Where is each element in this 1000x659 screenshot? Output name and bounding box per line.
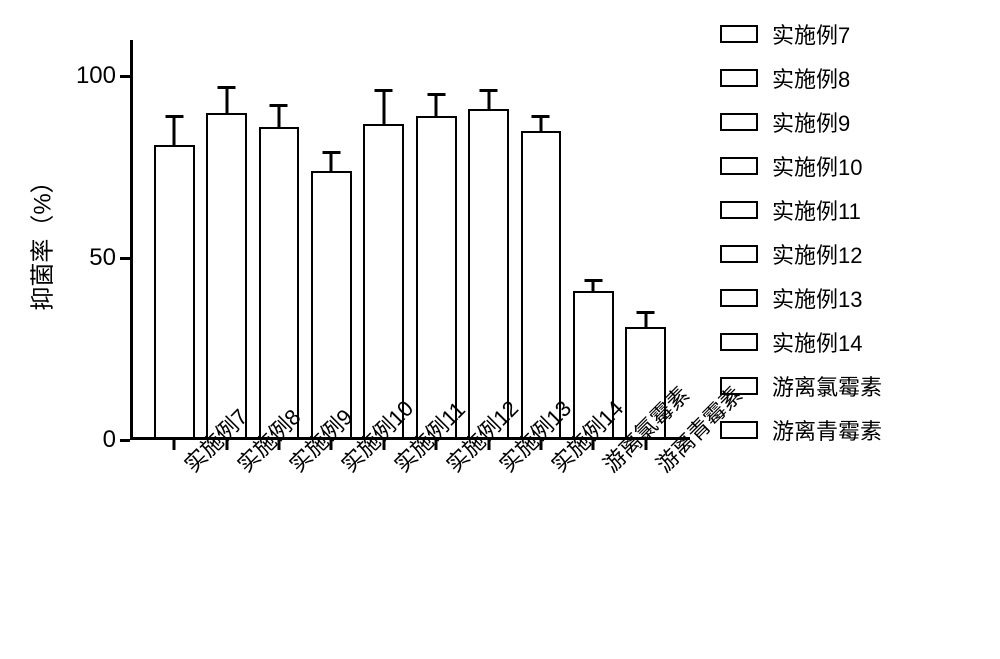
error-cap [637, 311, 655, 314]
error-cap [584, 279, 602, 282]
bar [468, 109, 509, 440]
legend-label: 实施例12 [772, 238, 862, 270]
error-cap [480, 89, 498, 92]
legend-swatch [720, 25, 758, 43]
error-bar [173, 116, 176, 145]
x-tick [435, 440, 438, 450]
bar [259, 127, 300, 440]
legend-item: 实施例7 [720, 18, 882, 50]
error-bar [382, 91, 385, 124]
legend-item: 实施例12 [720, 238, 882, 270]
x-tick [382, 440, 385, 450]
error-cap [532, 115, 550, 118]
error-cap [322, 151, 340, 154]
y-tick [120, 257, 130, 260]
error-bar [487, 91, 490, 109]
x-tick [487, 440, 490, 450]
error-bar [435, 95, 438, 117]
legend-item: 实施例10 [720, 150, 882, 182]
error-bar [225, 87, 228, 112]
bar-fill [154, 145, 195, 440]
legend-swatch [720, 113, 758, 131]
error-cap [375, 89, 393, 92]
y-axis-label: 抑菌率（%） [23, 169, 58, 310]
legend-swatch [720, 69, 758, 87]
error-cap [218, 86, 236, 89]
bar-fill [259, 127, 300, 440]
error-cap [165, 115, 183, 118]
error-bar [277, 105, 280, 127]
legend-swatch [720, 421, 758, 439]
y-tick [120, 439, 130, 442]
legend-item: 游离青霉素 [720, 414, 882, 446]
plot-area: 抑菌率（%） 050100实施例7实施例8实施例9实施例10实施例11实施例12… [130, 40, 690, 440]
legend-swatch [720, 333, 758, 351]
legend-label: 游离氯霉素 [772, 370, 882, 402]
x-tick [644, 440, 647, 450]
bar [311, 171, 352, 440]
error-bar [539, 116, 542, 131]
bar-fill [416, 116, 457, 440]
legend-swatch [720, 377, 758, 395]
legend-swatch [720, 201, 758, 219]
legend-swatch [720, 157, 758, 175]
legend-label: 实施例13 [772, 282, 862, 314]
legend-item: 游离氯霉素 [720, 370, 882, 402]
bar-fill [206, 113, 247, 440]
legend-item: 实施例11 [720, 194, 882, 226]
legend-label: 实施例9 [772, 106, 850, 138]
x-tick [330, 440, 333, 450]
chart-container: 抑菌率（%） 0 50 100 实施例7 实施例8 实施例9 实施例10 实施例11 实施例12… [0, 0, 1000, 659]
legend-item: 实施例13 [720, 282, 882, 314]
y-tick-label: 0 [103, 426, 116, 454]
bar [206, 113, 247, 440]
error-bar [592, 280, 595, 291]
legend-label: 实施例10 [772, 150, 862, 182]
x-tick [278, 440, 281, 450]
legend-swatch [720, 245, 758, 263]
bars-group [130, 40, 690, 440]
legend-label: 实施例14 [772, 326, 862, 358]
legend-label: 实施例11 [772, 194, 861, 226]
error-cap [270, 104, 288, 107]
legend-item: 实施例8 [720, 62, 882, 94]
legend-label: 游离青霉素 [772, 414, 882, 446]
legend-label: 实施例8 [772, 62, 850, 94]
y-tick-label: 50 [89, 244, 116, 272]
legend: 实施例7 实施例8 实施例9 实施例10 实施例11 实施例12 实施例13 实施例14 游离氯… [720, 18, 882, 458]
x-tick [225, 440, 228, 450]
bar-fill [311, 171, 352, 440]
x-tick [540, 440, 543, 450]
y-tick-label: 100 [76, 62, 116, 90]
legend-label: 实施例7 [772, 18, 850, 50]
legend-swatch [720, 289, 758, 307]
x-tick [173, 440, 176, 450]
x-tick [592, 440, 595, 450]
bar [154, 145, 195, 440]
legend-item: 实施例9 [720, 106, 882, 138]
y-tick [120, 75, 130, 78]
bar-fill [468, 109, 509, 440]
error-bar [330, 153, 333, 171]
bar [416, 116, 457, 440]
legend-item: 实施例14 [720, 326, 882, 358]
error-cap [427, 93, 445, 96]
error-bar [644, 313, 647, 328]
